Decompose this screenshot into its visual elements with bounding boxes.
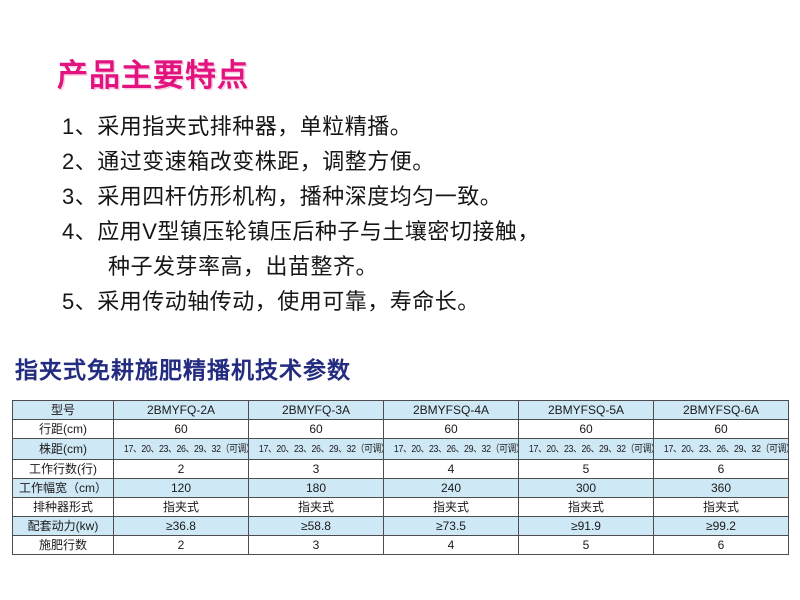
cell-plant-spacing-4: 17、20、23、26、29、32（可调） — [518, 438, 654, 460]
table-row-matched-power: 配套动力(kw) ≥36.8 ≥58.8 ≥73.5 ≥91.9 ≥99.2 — [12, 516, 789, 536]
cell-working-rows-1: 2 — [113, 459, 249, 479]
cell-fertilizer-rows-5: 6 — [653, 535, 789, 555]
cell-model-3: 2BMYFSQ-4A — [383, 400, 519, 420]
row-label-row-spacing: 行距(cm) — [12, 419, 114, 439]
cell-matched-power-1: ≥36.8 — [113, 516, 249, 536]
cell-text: 17、20、23、26、29、32（可调） — [663, 444, 789, 455]
cell-seeder-type-1: 指夹式 — [113, 497, 249, 517]
row-label-matched-power: 配套动力(kw) — [12, 516, 114, 536]
cell-plant-spacing-3: 17、20、23、26、29、32（可调） — [383, 438, 519, 460]
feature-item-4-continuation: 种子发芽率高，出苗整齐。 — [108, 254, 379, 279]
row-label-working-rows: 工作行数(行) — [12, 459, 114, 479]
cell-working-rows-3: 4 — [383, 459, 519, 479]
cell-fertilizer-rows-4: 5 — [518, 535, 654, 555]
cell-row-spacing-1: 60 — [113, 419, 249, 439]
cell-seeder-type-2: 指夹式 — [248, 497, 384, 517]
cell-working-rows-2: 3 — [248, 459, 384, 479]
cell-working-width-1: 120 — [113, 478, 249, 498]
cell-working-rows-4: 5 — [518, 459, 654, 479]
cell-working-width-2: 180 — [248, 478, 384, 498]
feature-item-3: 3、采用四杆仿形机构，播种深度均匀一致。 — [62, 184, 503, 209]
cell-row-spacing-3: 60 — [383, 419, 519, 439]
cell-row-spacing-5: 60 — [653, 419, 789, 439]
cell-plant-spacing-2: 17、20、23、26、29、32（可调） — [248, 438, 384, 460]
cell-model-1: 2BMYFQ-2A — [113, 400, 249, 420]
cell-working-width-4: 300 — [518, 478, 654, 498]
cell-text: 17、20、23、26、29、32（可调） — [258, 444, 384, 455]
cell-seeder-type-4: 指夹式 — [518, 497, 654, 517]
table-row-fertilizer-rows: 施肥行数 2 3 4 5 6 — [12, 535, 789, 555]
cell-seeder-type-3: 指夹式 — [383, 497, 519, 517]
cell-row-spacing-4: 60 — [518, 419, 654, 439]
cell-working-width-5: 360 — [653, 478, 789, 498]
row-label-model: 型号 — [12, 400, 114, 420]
spec-table-heading: 指夹式免耕施肥精播机技术参数 — [15, 357, 351, 383]
cell-model-4: 2BMYFSQ-5A — [518, 400, 654, 420]
cell-text: 17、20、23、26、29、32（可调） — [393, 444, 519, 455]
row-label-working-width: 工作幅宽（cm） — [12, 478, 114, 498]
cell-fertilizer-rows-1: 2 — [113, 535, 249, 555]
table-row-row-spacing: 行距(cm) 60 60 60 60 60 — [12, 419, 789, 439]
table-row-working-rows: 工作行数(行) 2 3 4 5 6 — [12, 459, 789, 479]
row-label-fertilizer-rows: 施肥行数 — [12, 535, 114, 555]
cell-fertilizer-rows-3: 4 — [383, 535, 519, 555]
cell-working-rows-5: 6 — [653, 459, 789, 479]
table-row-working-width: 工作幅宽（cm） 120 180 240 300 360 — [12, 478, 789, 498]
page-title: 产品主要特点 — [57, 58, 249, 93]
cell-matched-power-5: ≥99.2 — [653, 516, 789, 536]
cell-text: 17、20、23、26、29、32（可调） — [123, 444, 249, 455]
feature-item-2: 2、通过变速箱改变株距，调整方便。 — [62, 149, 435, 174]
cell-model-5: 2BMYFSQ-6A — [653, 400, 789, 420]
row-label-plant-spacing: 株距(cm) — [12, 438, 114, 460]
table-row-plant-spacing: 株距(cm) 17、20、23、26、29、32（可调） 17、20、23、26… — [12, 438, 789, 460]
spec-table: 型号 2BMYFQ-2A 2BMYFQ-3A 2BMYFSQ-4A 2BMYFS… — [12, 400, 789, 555]
cell-matched-power-3: ≥73.5 — [383, 516, 519, 536]
cell-matched-power-4: ≥91.9 — [518, 516, 654, 536]
feature-list: 1、采用指夹式排种器，单粒精播。 2、通过变速箱改变株距，调整方便。 3、采用四… — [62, 109, 582, 319]
cell-matched-power-2: ≥58.8 — [248, 516, 384, 536]
feature-item-5: 5、采用传动轴传动，使用可靠，寿命长。 — [62, 289, 480, 314]
cell-working-width-3: 240 — [383, 478, 519, 498]
table-row-seeder-type: 排种器形式 指夹式 指夹式 指夹式 指夹式 指夹式 — [12, 497, 789, 517]
cell-fertilizer-rows-2: 3 — [248, 535, 384, 555]
cell-plant-spacing-1: 17、20、23、26、29、32（可调） — [113, 438, 249, 460]
cell-model-2: 2BMYFQ-3A — [248, 400, 384, 420]
cell-seeder-type-5: 指夹式 — [653, 497, 789, 517]
table-row-model: 型号 2BMYFQ-2A 2BMYFQ-3A 2BMYFSQ-4A 2BMYFS… — [12, 400, 789, 420]
row-label-seeder-type: 排种器形式 — [12, 497, 114, 517]
cell-plant-spacing-5: 17、20、23、26、29、32（可调） — [653, 438, 789, 460]
cell-row-spacing-2: 60 — [248, 419, 384, 439]
feature-item-1: 1、采用指夹式排种器，单粒精播。 — [62, 114, 413, 139]
cell-text: 17、20、23、26、29、32（可调） — [528, 444, 654, 455]
feature-item-4: 4、应用V型镇压轮镇压后种子与土壤密切接触， — [62, 219, 540, 244]
